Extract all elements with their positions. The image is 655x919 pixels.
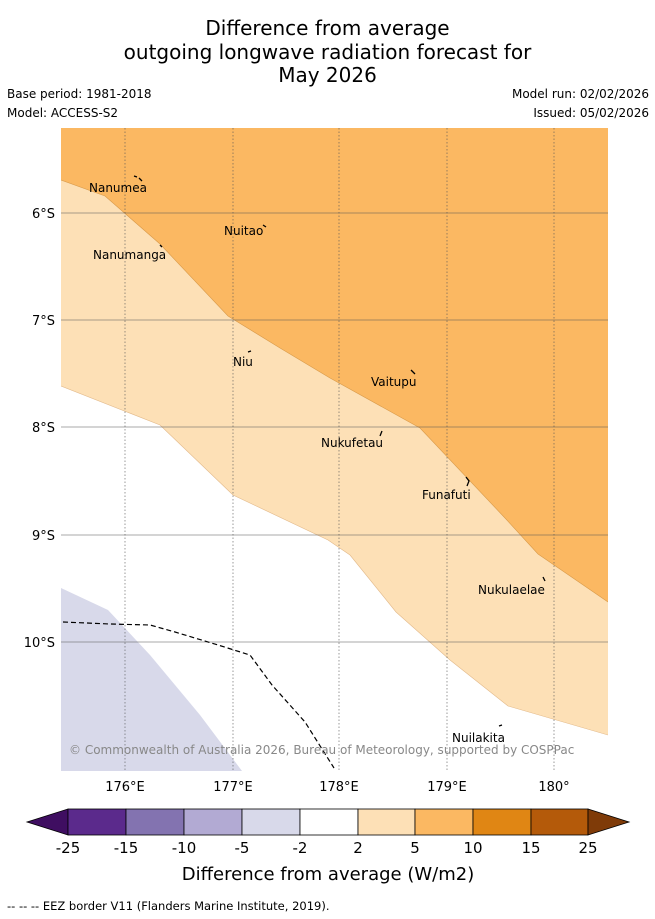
colorbar-segment-10-15 [472, 808, 532, 836]
colorbar-segment-neg10-neg5 [183, 808, 243, 836]
colorbar-label: Difference from average (W/m2) [182, 864, 474, 885]
colorbar-tick-15: 15 [521, 839, 540, 857]
island-label-nukulaelae: Nukulaelae [478, 583, 545, 597]
lon-label-178e: 178°E [319, 780, 359, 795]
island-label-nukufetau: Nukufetau [321, 436, 383, 450]
island-label-nuitao: Nuitao [224, 224, 263, 238]
island-label-funafuti: Funafuti [422, 488, 471, 502]
colorbar-segment-neg5-neg2 [241, 808, 301, 836]
eez-footnote: -- -- -- EEZ border V11 (Flanders Marine… [7, 899, 330, 913]
colorbar-tick-10: 10 [463, 839, 482, 857]
lat-label-8s: 8°S [32, 421, 55, 436]
anomaly-band-5-to-10 [61, 128, 608, 602]
lat-label-10s: 10°S [24, 636, 55, 651]
map-area: Nanumea Nuitao Nanumanga Niu Vaitupu Nuk… [61, 128, 608, 771]
colorbar-segment-neg15-neg10 [125, 808, 185, 836]
colorbar-segment-neg2-2 [299, 808, 359, 836]
chart-title-line-2: outgoing longwave radiation forecast for [123, 40, 532, 64]
lon-label-176e: 176°E [105, 780, 145, 795]
chart-title-line-3: May 2026 [278, 63, 377, 87]
base-period-label: Base period: 1981-2018 [7, 87, 152, 101]
copyright-notice: © Commonwealth of Australia 2026, Bureau… [69, 743, 574, 757]
lat-label-7s: 7°S [32, 314, 55, 329]
colorbar [25, 808, 631, 836]
issued-label: Issued: 05/02/2026 [533, 106, 649, 120]
model-label: Model: ACCESS-S2 [7, 106, 119, 120]
colorbar-segment-2-5 [357, 808, 416, 836]
island-label-nanumea: Nanumea [89, 181, 147, 195]
colorbar-tick--15: -15 [114, 839, 139, 857]
lon-label-177e: 177°E [213, 780, 253, 795]
colorbar-extend-high [587, 808, 631, 836]
colorbar-tick-5: 5 [410, 839, 420, 857]
colorbar-tick--25: -25 [56, 839, 81, 857]
colorbar-segment-neg25-neg15 [67, 808, 127, 836]
eez-border [62, 621, 335, 769]
island-label-nanumanga: Nanumanga [93, 248, 166, 262]
colorbar-tick--10: -10 [172, 839, 197, 857]
colorbar-tick--5: -5 [235, 839, 250, 857]
colorbar-tick--2: -2 [293, 839, 308, 857]
colorbar-tick-25: 25 [578, 839, 597, 857]
chart-title-line-1: Difference from average [205, 16, 450, 40]
colorbar-extend-low [25, 808, 69, 836]
island-label-vaitupu: Vaitupu [371, 375, 417, 389]
colorbar-tick-2: 2 [353, 839, 363, 857]
island-outlines [133, 175, 546, 727]
island-label-nuilakita: Nuilakita [452, 731, 505, 745]
colorbar-segment-5-10 [414, 808, 474, 836]
lon-label-180: 180° [538, 780, 569, 795]
anomaly-band-neg5-to-neg2 [61, 588, 242, 771]
island-label-niu: Niu [233, 355, 253, 369]
model-run-label: Model run: 02/02/2026 [511, 87, 649, 101]
lon-label-179e: 179°E [427, 780, 467, 795]
graticule [61, 128, 608, 771]
colorbar-segment-15-25 [530, 808, 589, 836]
lat-label-6s: 6°S [32, 207, 55, 222]
lat-label-9s: 9°S [32, 529, 55, 544]
